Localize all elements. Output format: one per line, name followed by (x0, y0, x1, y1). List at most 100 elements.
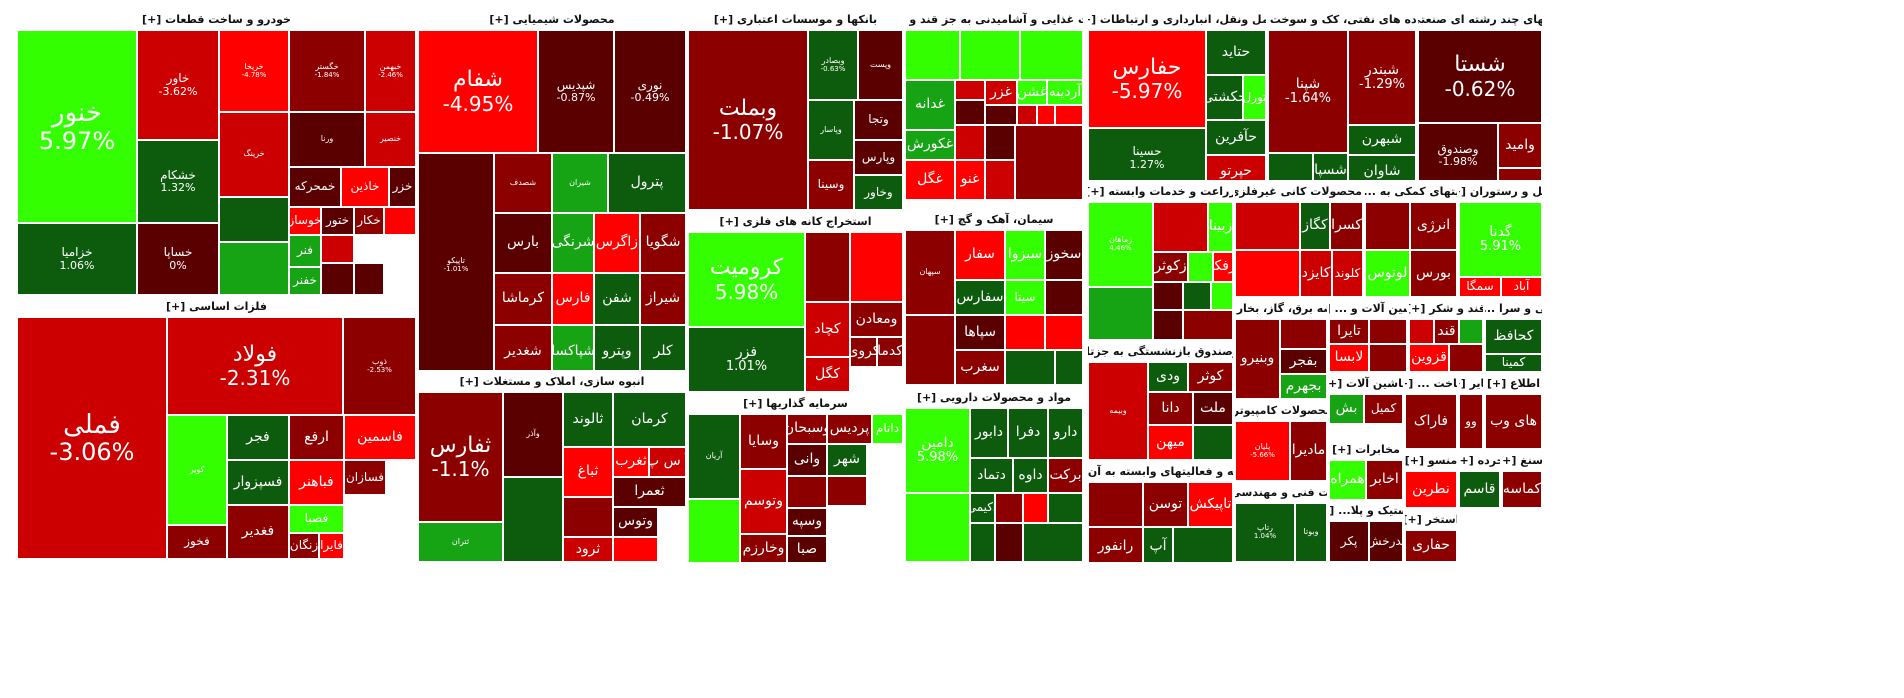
sector-title[interactable]: ماشین آلات [+] (1329, 377, 1403, 390)
stock-tile[interactable]: ورنا (289, 112, 365, 167)
stock-tile[interactable]: فایرا (319, 533, 344, 559)
sector-title[interactable]: هتل و رستوران [+] (1459, 185, 1542, 198)
stock-tile[interactable]: وبصادر -0.63% (808, 30, 858, 100)
stock-tile[interactable]: شرنگی (552, 213, 594, 273)
sector-title[interactable]: فلزات اساسی [+] (166, 300, 267, 313)
stock-tile[interactable] (1280, 319, 1327, 349)
stock-tile[interactable] (1369, 344, 1407, 372)
stock-tile[interactable]: غزر (985, 80, 1017, 105)
stock-tile[interactable] (1365, 202, 1410, 250)
stock-tile[interactable] (827, 476, 867, 506)
stock-tile[interactable]: آباد (1501, 277, 1542, 297)
stock-tile[interactable] (905, 315, 955, 385)
stock-tile[interactable] (955, 80, 985, 100)
stock-tile[interactable]: پدرخش (1369, 521, 1403, 562)
sector-title[interactable]: رایانه و فعالیتهای وابسته به آن [+] (1088, 465, 1233, 478)
stock-tile[interactable]: فصبا (289, 505, 344, 533)
stock-tile[interactable] (1459, 319, 1483, 344)
stock-tile[interactable] (1153, 282, 1183, 310)
stock-tile[interactable] (1268, 153, 1313, 180)
stock-tile[interactable]: وبیمه (1088, 362, 1148, 460)
stock-tile[interactable]: صبا (787, 536, 827, 562)
stock-tile[interactable]: کروی (850, 337, 877, 367)
stock-tile[interactable]: وسپه (787, 508, 827, 536)
stock-tile[interactable]: خکار (354, 207, 384, 235)
stock-tile[interactable] (1015, 125, 1083, 200)
stock-tile[interactable] (1005, 315, 1045, 350)
stock-tile[interactable]: تاپیکش (1188, 482, 1233, 527)
stock-tile[interactable]: کگاز (1300, 202, 1330, 250)
stock-tile[interactable]: شپنا -1.64% (1268, 30, 1348, 153)
stock-tile[interactable] (955, 125, 985, 160)
stock-tile[interactable]: دتماد (970, 458, 1013, 493)
stock-tile[interactable] (1369, 319, 1407, 344)
stock-tile[interactable]: شهر (827, 444, 867, 476)
stock-tile[interactable] (985, 105, 1017, 125)
sector-title[interactable]: فعالیتهای کمکی به ... [+] (1365, 185, 1457, 198)
stock-tile[interactable] (1055, 105, 1083, 125)
stock-tile[interactable]: خرینگ (219, 112, 289, 197)
stock-tile[interactable]: کدما (877, 337, 903, 367)
stock-tile[interactable]: ودی (1148, 362, 1188, 392)
stock-tile[interactable]: ختور (321, 207, 354, 235)
stock-tile[interactable]: حآفرین (1206, 120, 1266, 155)
stock-tile[interactable]: حتاید (1206, 30, 1266, 75)
stock-tile[interactable]: خمحرکه (289, 167, 341, 207)
stock-tile[interactable] (1449, 344, 1483, 372)
stock-tile[interactable]: خزامیا 1.06% (17, 223, 137, 295)
stock-tile[interactable]: لابسا (1329, 344, 1369, 372)
stock-tile[interactable]: وخاور (854, 175, 903, 210)
stock-tile[interactable]: سفار (955, 230, 1005, 280)
stock-tile[interactable]: آردینه (1047, 80, 1083, 105)
stock-tile[interactable]: تاپیکو -1.01% (418, 153, 494, 370)
sector-title[interactable]: بانکها و موسسات اعتباری [+] (713, 13, 878, 26)
stock-tile[interactable]: شبهرن (1348, 125, 1416, 155)
stock-tile[interactable]: آپ (1143, 527, 1173, 562)
sector-title[interactable]: شرکتهای چند رشته ای صنعتی [+] (1418, 13, 1542, 26)
stock-tile[interactable]: شفام -4.95% (418, 30, 538, 153)
stock-tile[interactable]: گدنا 5.91% (1459, 202, 1542, 277)
stock-tile[interactable]: ثرود (563, 537, 613, 562)
stock-tile[interactable] (1045, 280, 1083, 315)
stock-tile[interactable]: وانی (787, 444, 827, 476)
stock-tile[interactable]: داوه (1013, 458, 1048, 493)
stock-tile[interactable]: وسایا (740, 414, 787, 469)
stock-tile[interactable]: ارفع (289, 415, 344, 460)
stock-tile[interactable]: حفاری (1405, 530, 1457, 562)
stock-tile[interactable]: انرژی (1410, 202, 1457, 250)
sector-title[interactable]: سیمان، آهک و گچ [+] (934, 213, 1054, 226)
stock-tile[interactable]: کوثر (1188, 362, 1233, 392)
stock-tile[interactable] (321, 235, 354, 263)
stock-tile[interactable]: پکر (1329, 521, 1369, 562)
stock-tile[interactable]: آ س پ (649, 447, 686, 477)
stock-tile[interactable]: دکیمی (970, 493, 995, 523)
stock-tile[interactable]: ثالوند (563, 392, 613, 447)
stock-tile[interactable]: آریان (688, 414, 740, 499)
stock-tile[interactable] (354, 263, 384, 295)
stock-tile[interactable]: فارس (552, 273, 594, 325)
stock-tile[interactable]: شاوان (1348, 155, 1416, 180)
stock-tile[interactable]: زفکا (1213, 252, 1233, 282)
stock-tile[interactable]: کحافظ (1485, 319, 1542, 354)
stock-tile[interactable] (1023, 493, 1048, 523)
stock-tile[interactable] (787, 476, 827, 508)
stock-tile[interactable]: غگل (905, 160, 955, 200)
sector-title[interactable]: سایر محصولات کانی غیرفلزی [+] (1235, 185, 1363, 198)
stock-tile[interactable] (1211, 282, 1233, 310)
stock-tile[interactable]: خریخا -4.78% (219, 30, 289, 112)
stock-tile[interactable]: زکوثر (1153, 252, 1188, 282)
stock-tile[interactable]: غشن (1017, 80, 1047, 105)
stock-tile[interactable] (219, 242, 289, 295)
stock-tile[interactable]: وو (1459, 394, 1483, 449)
stock-tile[interactable]: کروميت 5.98% (688, 232, 805, 327)
stock-tile[interactable]: کرماشا (494, 273, 552, 325)
stock-tile[interactable]: وپارس (854, 140, 903, 175)
stock-tile[interactable]: سیتا (1005, 280, 1045, 315)
stock-tile[interactable]: ثغرب (613, 447, 649, 477)
stock-tile[interactable]: تایرا (1329, 319, 1369, 344)
stock-tile[interactable]: ثباغ (563, 447, 613, 497)
stock-tile[interactable]: ثعمرا (613, 477, 686, 507)
stock-tile[interactable] (1409, 319, 1434, 344)
stock-tile[interactable]: سپاها (955, 315, 1005, 350)
stock-tile[interactable]: شفن (594, 273, 640, 325)
